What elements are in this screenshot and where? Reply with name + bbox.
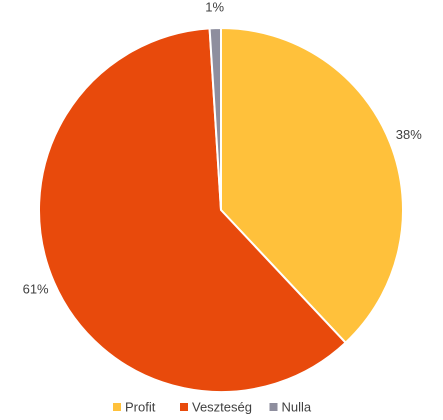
data-label: 38% xyxy=(396,127,422,142)
legend-label: Veszteség xyxy=(192,399,252,414)
legend-swatch xyxy=(180,403,188,411)
pie-slice xyxy=(38,27,348,393)
data-label: 61% xyxy=(23,282,49,297)
legend-label: Profit xyxy=(125,399,156,414)
data-label: 1% xyxy=(205,0,224,15)
pie-slice xyxy=(220,26,404,345)
legend-swatch xyxy=(113,403,121,411)
pie-slice xyxy=(208,26,222,211)
legend-swatch xyxy=(269,403,278,411)
legend-label: Nulla xyxy=(282,399,312,414)
